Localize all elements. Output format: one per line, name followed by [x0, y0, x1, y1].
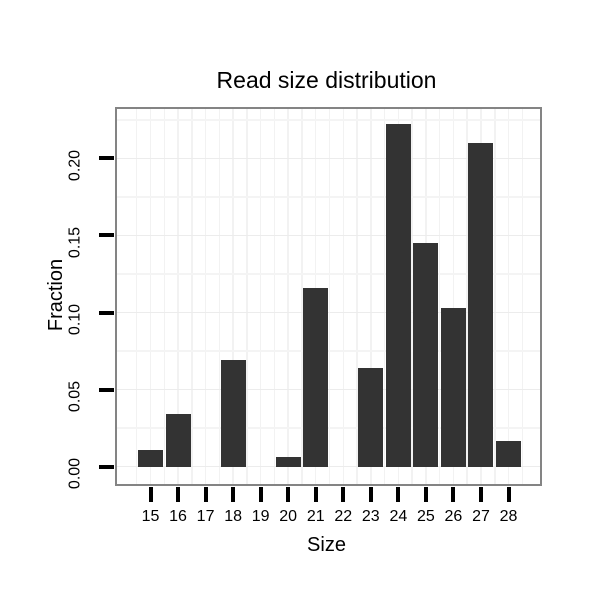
x-tick-mark — [341, 487, 346, 502]
chart-title: Read size distribution — [216, 67, 437, 93]
vertical-gridline — [232, 109, 234, 484]
x-tick-label: 18 — [224, 508, 242, 525]
y-tick-label: 0.10 — [66, 303, 84, 336]
x-tick-label: 25 — [416, 508, 435, 525]
x-tick-mark — [231, 487, 236, 502]
x-tick-label: 17 — [196, 508, 215, 525]
vertical-gridline — [383, 109, 386, 484]
bar-size-27 — [468, 142, 494, 467]
x-tick-label: 23 — [361, 508, 380, 525]
vertical-gridline — [177, 109, 179, 484]
bar-size-24 — [385, 124, 411, 467]
x-tick-mark — [396, 487, 401, 502]
bar-size-28 — [496, 440, 522, 467]
y-tick-label: 0.05 — [66, 381, 84, 413]
major-gridline — [117, 388, 540, 391]
major-gridline — [117, 157, 540, 160]
x-tick-label: 21 — [306, 508, 325, 525]
minor-gridline — [117, 273, 540, 275]
y-tick-mark — [99, 387, 114, 392]
x-tick-label: 27 — [472, 508, 490, 525]
y-tick-mark — [99, 156, 114, 161]
x-tick-label: 24 — [389, 508, 408, 525]
vertical-gridline — [452, 109, 455, 484]
major-gridline — [117, 234, 540, 237]
y-tick-mark — [99, 233, 114, 238]
vertical-gridline — [494, 109, 496, 484]
x-tick-mark — [478, 487, 483, 502]
vertical-gridline — [273, 109, 276, 484]
bar-size-25 — [413, 243, 439, 467]
plot-panel — [115, 107, 542, 486]
x-tick-mark — [451, 487, 456, 502]
vertical-gridline — [259, 109, 262, 484]
vertical-gridline — [135, 109, 138, 484]
vertical-gridline — [507, 109, 510, 484]
x-tick-mark — [506, 487, 511, 502]
minor-gridline — [117, 350, 540, 352]
x-tick-label: 20 — [279, 508, 298, 525]
x-tick-mark — [148, 487, 153, 502]
x-tick-label: 16 — [169, 508, 187, 525]
x-tick-mark — [286, 487, 291, 502]
vertical-gridline — [356, 109, 358, 484]
major-gridline — [117, 311, 540, 314]
minor-gridline — [117, 119, 540, 121]
vertical-gridline — [466, 109, 468, 484]
vertical-gridline — [370, 109, 372, 484]
vertical-gridline — [328, 109, 331, 484]
x-tick-label: 22 — [334, 508, 353, 525]
bar-size-26 — [440, 307, 466, 467]
bar-size-18 — [220, 360, 246, 467]
x-tick-mark — [423, 487, 428, 502]
x-tick-label: 28 — [499, 508, 518, 525]
vertical-gridline — [287, 109, 289, 484]
vertical-gridline — [521, 109, 524, 484]
y-tick-label: 0.00 — [66, 458, 84, 490]
x-tick-mark — [258, 487, 263, 502]
vertical-gridline — [411, 109, 413, 484]
minor-gridline — [117, 196, 540, 198]
minor-gridline — [117, 427, 540, 429]
vertical-gridline — [149, 109, 152, 484]
vertical-gridline — [163, 109, 166, 484]
vertical-gridline — [191, 109, 193, 484]
bar-size-23 — [358, 368, 384, 467]
x-tick-label: 26 — [444, 508, 463, 525]
y-axis-title: Fraction — [45, 258, 67, 332]
bar-size-21 — [303, 287, 329, 467]
vertical-gridline — [301, 109, 303, 484]
x-tick-mark — [368, 487, 373, 502]
bar-size-20 — [275, 457, 301, 467]
y-tick-label: 0.20 — [66, 149, 84, 181]
x-tick-mark — [313, 487, 318, 502]
vertical-gridline — [438, 109, 441, 484]
bar-size-16 — [165, 414, 191, 467]
x-axis-title: Size — [307, 534, 346, 556]
x-tick-label: 19 — [251, 508, 270, 525]
y-tick-label: 0.15 — [66, 226, 84, 259]
x-tick-label: 15 — [141, 508, 160, 525]
bar-size-15 — [138, 449, 163, 467]
major-gridline — [117, 465, 540, 468]
vertical-gridline — [246, 109, 248, 484]
x-tick-mark — [176, 487, 181, 502]
y-tick-mark — [99, 310, 114, 315]
y-tick-mark — [99, 464, 114, 469]
x-tick-mark — [203, 487, 208, 502]
vertical-gridline — [218, 109, 221, 484]
vertical-gridline — [342, 109, 345, 484]
vertical-gridline — [204, 109, 207, 484]
